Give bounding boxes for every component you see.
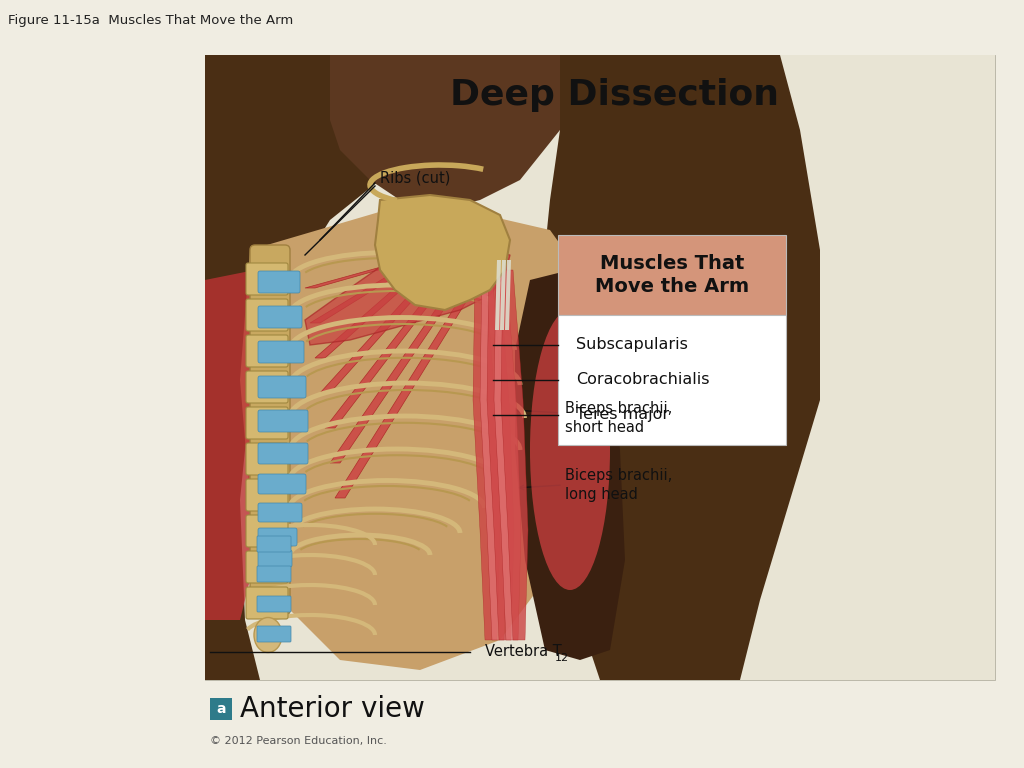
- Polygon shape: [330, 292, 456, 463]
- Polygon shape: [494, 270, 521, 640]
- FancyBboxPatch shape: [558, 315, 786, 445]
- Text: Ribs (cut): Ribs (cut): [380, 170, 451, 186]
- FancyBboxPatch shape: [246, 335, 288, 367]
- FancyBboxPatch shape: [246, 479, 288, 511]
- Polygon shape: [310, 272, 402, 323]
- Polygon shape: [319, 282, 429, 393]
- FancyBboxPatch shape: [258, 376, 306, 398]
- FancyBboxPatch shape: [258, 528, 297, 546]
- FancyBboxPatch shape: [258, 443, 308, 464]
- FancyBboxPatch shape: [205, 55, 995, 680]
- Ellipse shape: [530, 310, 610, 590]
- Polygon shape: [480, 270, 507, 640]
- FancyBboxPatch shape: [258, 271, 300, 293]
- FancyBboxPatch shape: [246, 551, 288, 583]
- FancyBboxPatch shape: [258, 341, 304, 363]
- Polygon shape: [473, 270, 500, 640]
- Polygon shape: [205, 270, 265, 620]
- FancyBboxPatch shape: [205, 55, 995, 680]
- Text: Teres major: Teres major: [575, 408, 669, 422]
- Text: Coracobrachialis: Coracobrachialis: [575, 372, 710, 388]
- Text: Biceps brachii,
long head: Biceps brachii, long head: [565, 468, 672, 502]
- Polygon shape: [335, 297, 469, 498]
- FancyBboxPatch shape: [210, 698, 232, 720]
- FancyBboxPatch shape: [257, 566, 291, 582]
- Polygon shape: [330, 55, 560, 210]
- Polygon shape: [500, 260, 506, 330]
- FancyBboxPatch shape: [246, 443, 288, 475]
- Polygon shape: [315, 277, 416, 358]
- Text: Anterior view: Anterior view: [240, 695, 425, 723]
- FancyBboxPatch shape: [250, 245, 290, 615]
- Text: © 2012 Pearson Education, Inc.: © 2012 Pearson Education, Inc.: [210, 736, 387, 746]
- Polygon shape: [375, 195, 510, 310]
- Polygon shape: [325, 287, 442, 428]
- Text: Figure 11-15a  Muscles That Move the Arm: Figure 11-15a Muscles That Move the Arm: [8, 14, 293, 27]
- Polygon shape: [305, 245, 510, 345]
- FancyBboxPatch shape: [258, 410, 308, 432]
- Polygon shape: [501, 270, 528, 640]
- FancyBboxPatch shape: [257, 596, 291, 612]
- Polygon shape: [515, 270, 625, 660]
- Text: Deep Dissection: Deep Dissection: [450, 78, 778, 112]
- FancyBboxPatch shape: [258, 474, 306, 494]
- FancyBboxPatch shape: [558, 235, 786, 315]
- FancyBboxPatch shape: [246, 407, 288, 439]
- Polygon shape: [540, 55, 820, 680]
- Text: Vertebra T: Vertebra T: [485, 644, 562, 660]
- Polygon shape: [487, 270, 514, 640]
- Ellipse shape: [254, 617, 282, 653]
- FancyBboxPatch shape: [258, 550, 292, 567]
- Polygon shape: [505, 260, 511, 330]
- Text: Muscles That
Move the Arm: Muscles That Move the Arm: [595, 253, 750, 296]
- Text: 12: 12: [555, 653, 569, 663]
- FancyBboxPatch shape: [246, 587, 288, 619]
- Polygon shape: [240, 200, 600, 670]
- Text: a: a: [216, 702, 225, 716]
- FancyBboxPatch shape: [258, 503, 302, 522]
- Text: Subscapularis: Subscapularis: [575, 337, 688, 353]
- FancyBboxPatch shape: [258, 306, 302, 328]
- Polygon shape: [205, 55, 420, 680]
- FancyBboxPatch shape: [246, 371, 288, 403]
- Text: Biceps brachii,
short head: Biceps brachii, short head: [565, 401, 672, 435]
- FancyBboxPatch shape: [257, 536, 291, 552]
- Polygon shape: [305, 267, 389, 288]
- FancyBboxPatch shape: [246, 263, 288, 295]
- FancyBboxPatch shape: [246, 515, 288, 547]
- Polygon shape: [495, 260, 501, 330]
- FancyBboxPatch shape: [246, 299, 288, 331]
- FancyBboxPatch shape: [257, 626, 291, 642]
